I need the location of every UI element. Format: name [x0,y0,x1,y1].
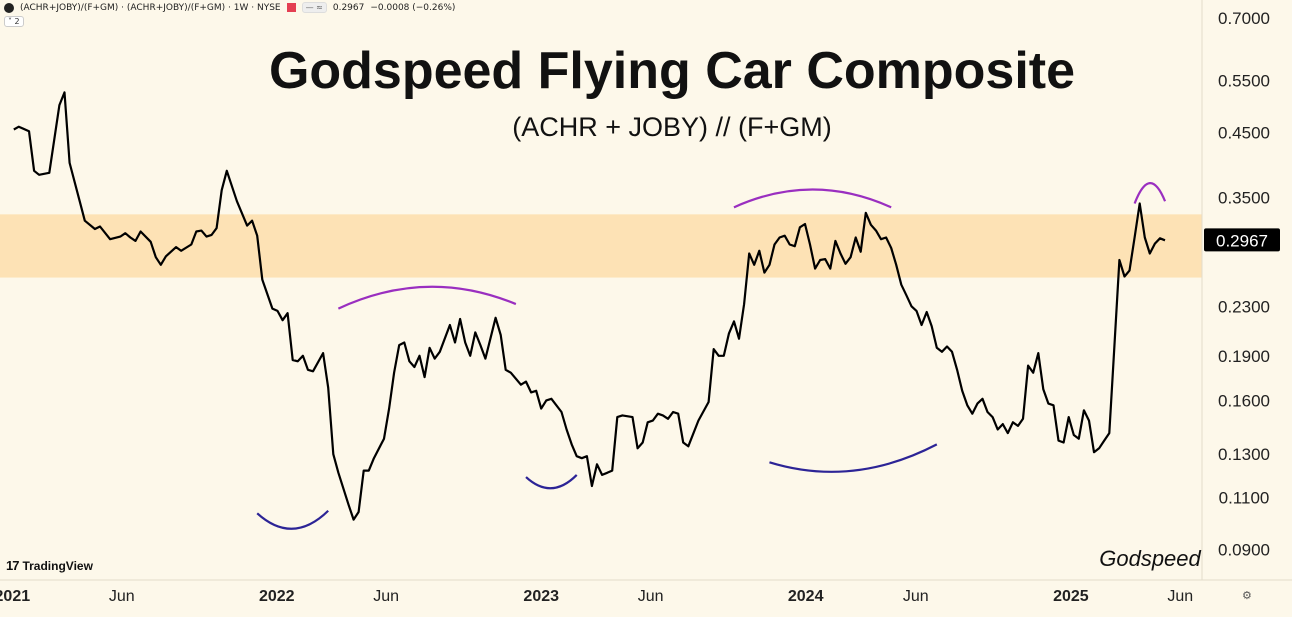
x-tick-label: 2023 [523,588,559,605]
last-price-label: 0.2967 [1216,231,1268,250]
tradingview-logo-icon: 17 [6,558,20,573]
y-tick-label: 0.1900 [1218,347,1270,366]
tradingview-label: TradingView [22,558,93,573]
settings-icon[interactable]: ⚙ [1242,589,1252,602]
x-tick-label: 2021 [0,588,30,605]
x-tick-label: 2022 [259,588,295,605]
last-price-tag: 0.2967 [1204,228,1280,252]
indicator-toggle[interactable]: ˅ 2 [4,16,24,27]
y-tick-label: 0.3500 [1218,189,1270,208]
bottom-arc-1 [256,509,329,530]
legend-change: −0.0008 (−0.26%) [370,2,456,13]
y-tick-label: 0.1100 [1219,488,1270,507]
legend-controls[interactable]: — ≈ [301,2,327,13]
legend-price: 0.2967 [332,2,365,13]
symbol-icon [4,2,14,13]
y-tick-label: 0.7000 [1218,9,1270,28]
x-tick-label: Jun [373,588,399,605]
tradingview-logo[interactable]: 17 TradingView [6,558,93,573]
chart-title: Godspeed Flying Car Composite [269,42,1075,100]
y-tick-label: 0.0900 [1218,540,1270,559]
y-tick-label: 0.5500 [1218,71,1270,90]
x-tick-label: Jun [1167,588,1193,605]
flag-icon[interactable] [286,3,296,12]
symbol-legend[interactable]: (ACHR+JOBY)/(F+GM) · (ACHR+JOBY)/(F+GM) … [4,2,455,13]
y-tick-label: 0.2300 [1218,297,1270,316]
x-tick-label: Jun [903,588,929,605]
symbol-text: (ACHR+JOBY)/(F+GM) · (ACHR+JOBY)/(F+GM) … [20,2,281,13]
y-tick-label: 0.4500 [1218,123,1270,142]
y-tick-label: 0.1600 [1218,391,1270,410]
x-tick-label: 2025 [1053,588,1089,605]
indicator-count: 2 [14,17,20,26]
top-arc-2 [733,188,892,209]
series-line-1 [13,91,1166,521]
signature: Godspeed [1099,546,1201,571]
bottom-arc-2 [525,474,578,490]
resistance-band [0,214,1202,278]
x-tick-label: Jun [638,588,664,605]
chart-subtitle: (ACHR + JOBY) // (F+GM) [512,112,832,142]
top-arc-3 [1133,182,1167,204]
x-tick-label: 2024 [788,588,824,605]
x-tick-label: Jun [109,588,135,605]
y-tick-label: 0.1300 [1218,445,1270,464]
bottom-arc-3 [769,443,938,473]
top-arc-1 [337,285,517,310]
